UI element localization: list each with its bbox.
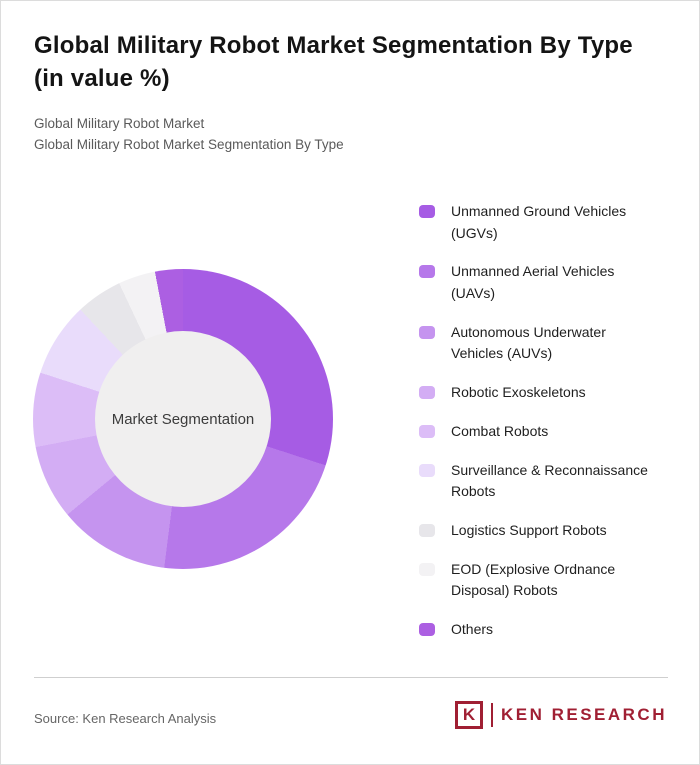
legend-swatch xyxy=(419,463,435,477)
legend-item: Surveillance & Reconnaissance Robots xyxy=(419,460,661,503)
chart-legend: Unmanned Ground Vehicles (UGVs) Unmanned … xyxy=(419,201,661,641)
footer-divider xyxy=(34,677,668,678)
page-title: Global Military Robot Market Segmentatio… xyxy=(34,32,633,93)
legend-item: Logistics Support Robots xyxy=(419,520,661,542)
legend-swatch xyxy=(419,562,435,576)
legend-label: Unmanned Ground Vehicles (UGVs) xyxy=(451,203,627,241)
legend-swatch xyxy=(419,325,435,339)
donut-chart: Market Segmentation xyxy=(33,269,333,569)
legend-swatch xyxy=(419,424,435,438)
donut-center: Market Segmentation xyxy=(95,331,271,507)
legend-swatch xyxy=(419,265,435,279)
legend-swatch xyxy=(419,523,435,537)
legend-swatch xyxy=(419,622,435,636)
legend-item: Others xyxy=(419,619,661,641)
legend-label: Combat Robots xyxy=(451,422,549,439)
legend-label: Robotic Exoskeletons xyxy=(451,384,586,401)
legend-swatch xyxy=(419,386,435,400)
subtitle-market: Global Military Robot Market xyxy=(34,116,205,131)
legend-label: EOD (Explosive Ordnance Disposal) Robots xyxy=(451,560,616,599)
legend-item: EOD (Explosive Ordnance Disposal) Robots xyxy=(419,559,661,602)
ken-research-logo: K KEN RESEARCH xyxy=(454,701,667,729)
legend-swatch xyxy=(419,205,435,218)
legend-item: Combat Robots xyxy=(419,421,661,443)
legend-label: Logistics Support Robots xyxy=(451,521,607,538)
logo-separator xyxy=(490,703,493,727)
legend-item: Unmanned Aerial Vehicles (UAVs) xyxy=(419,261,661,304)
logo-k-mark: K xyxy=(454,701,483,729)
legend-item: Unmanned Ground Vehicles (UGVs) xyxy=(419,201,661,244)
legend-item: Autonomous Underwater Vehicles (AUVs) xyxy=(419,322,661,365)
legend-label: Surveillance & Reconnaissance Robots xyxy=(451,461,648,500)
legend-item: Robotic Exoskeletons xyxy=(419,382,661,404)
source-text: Source: Ken Research Analysis xyxy=(34,711,217,726)
donut-center-label: Market Segmentation xyxy=(111,410,255,428)
legend-label: Others xyxy=(451,620,494,637)
legend-label: Autonomous Underwater Vehicles (AUVs) xyxy=(451,323,606,362)
legend-label: Unmanned Aerial Vehicles (UAVs) xyxy=(451,263,615,302)
logo-brand-text: KEN RESEARCH xyxy=(500,705,667,724)
subtitle-segmentation: Global Military Robot Market Segmentatio… xyxy=(34,137,344,152)
